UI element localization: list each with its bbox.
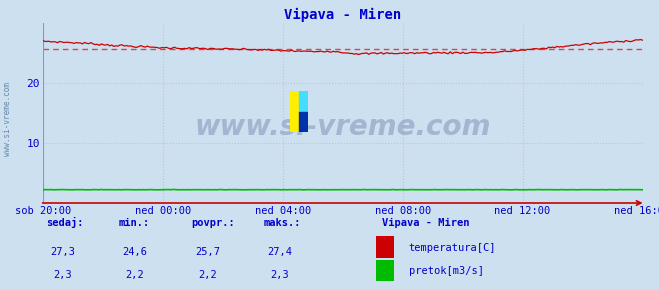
Text: 2,2: 2,2 <box>198 270 217 280</box>
Text: 2,2: 2,2 <box>126 270 144 280</box>
Text: povpr.:: povpr.: <box>191 218 235 228</box>
Text: Vipava - Miren: Vipava - Miren <box>382 218 470 228</box>
Text: 27,3: 27,3 <box>50 247 75 257</box>
Text: temperatura[C]: temperatura[C] <box>409 243 496 253</box>
Text: min.:: min.: <box>119 218 150 228</box>
Text: 2,3: 2,3 <box>53 270 72 280</box>
Title: Vipava - Miren: Vipava - Miren <box>284 8 401 22</box>
Text: 27,4: 27,4 <box>268 247 293 257</box>
Polygon shape <box>290 91 299 132</box>
Text: maks.:: maks.: <box>264 218 301 228</box>
Text: 2,3: 2,3 <box>271 270 289 280</box>
Text: 25,7: 25,7 <box>195 247 220 257</box>
Text: 24,6: 24,6 <box>123 247 148 257</box>
Text: www.si-vreme.com: www.si-vreme.com <box>194 113 491 142</box>
Polygon shape <box>299 91 308 112</box>
Text: sedaj:: sedaj: <box>46 217 84 228</box>
Text: www.si-vreme.com: www.si-vreme.com <box>3 82 13 156</box>
Polygon shape <box>299 112 308 132</box>
Text: pretok[m3/s]: pretok[m3/s] <box>409 266 484 276</box>
